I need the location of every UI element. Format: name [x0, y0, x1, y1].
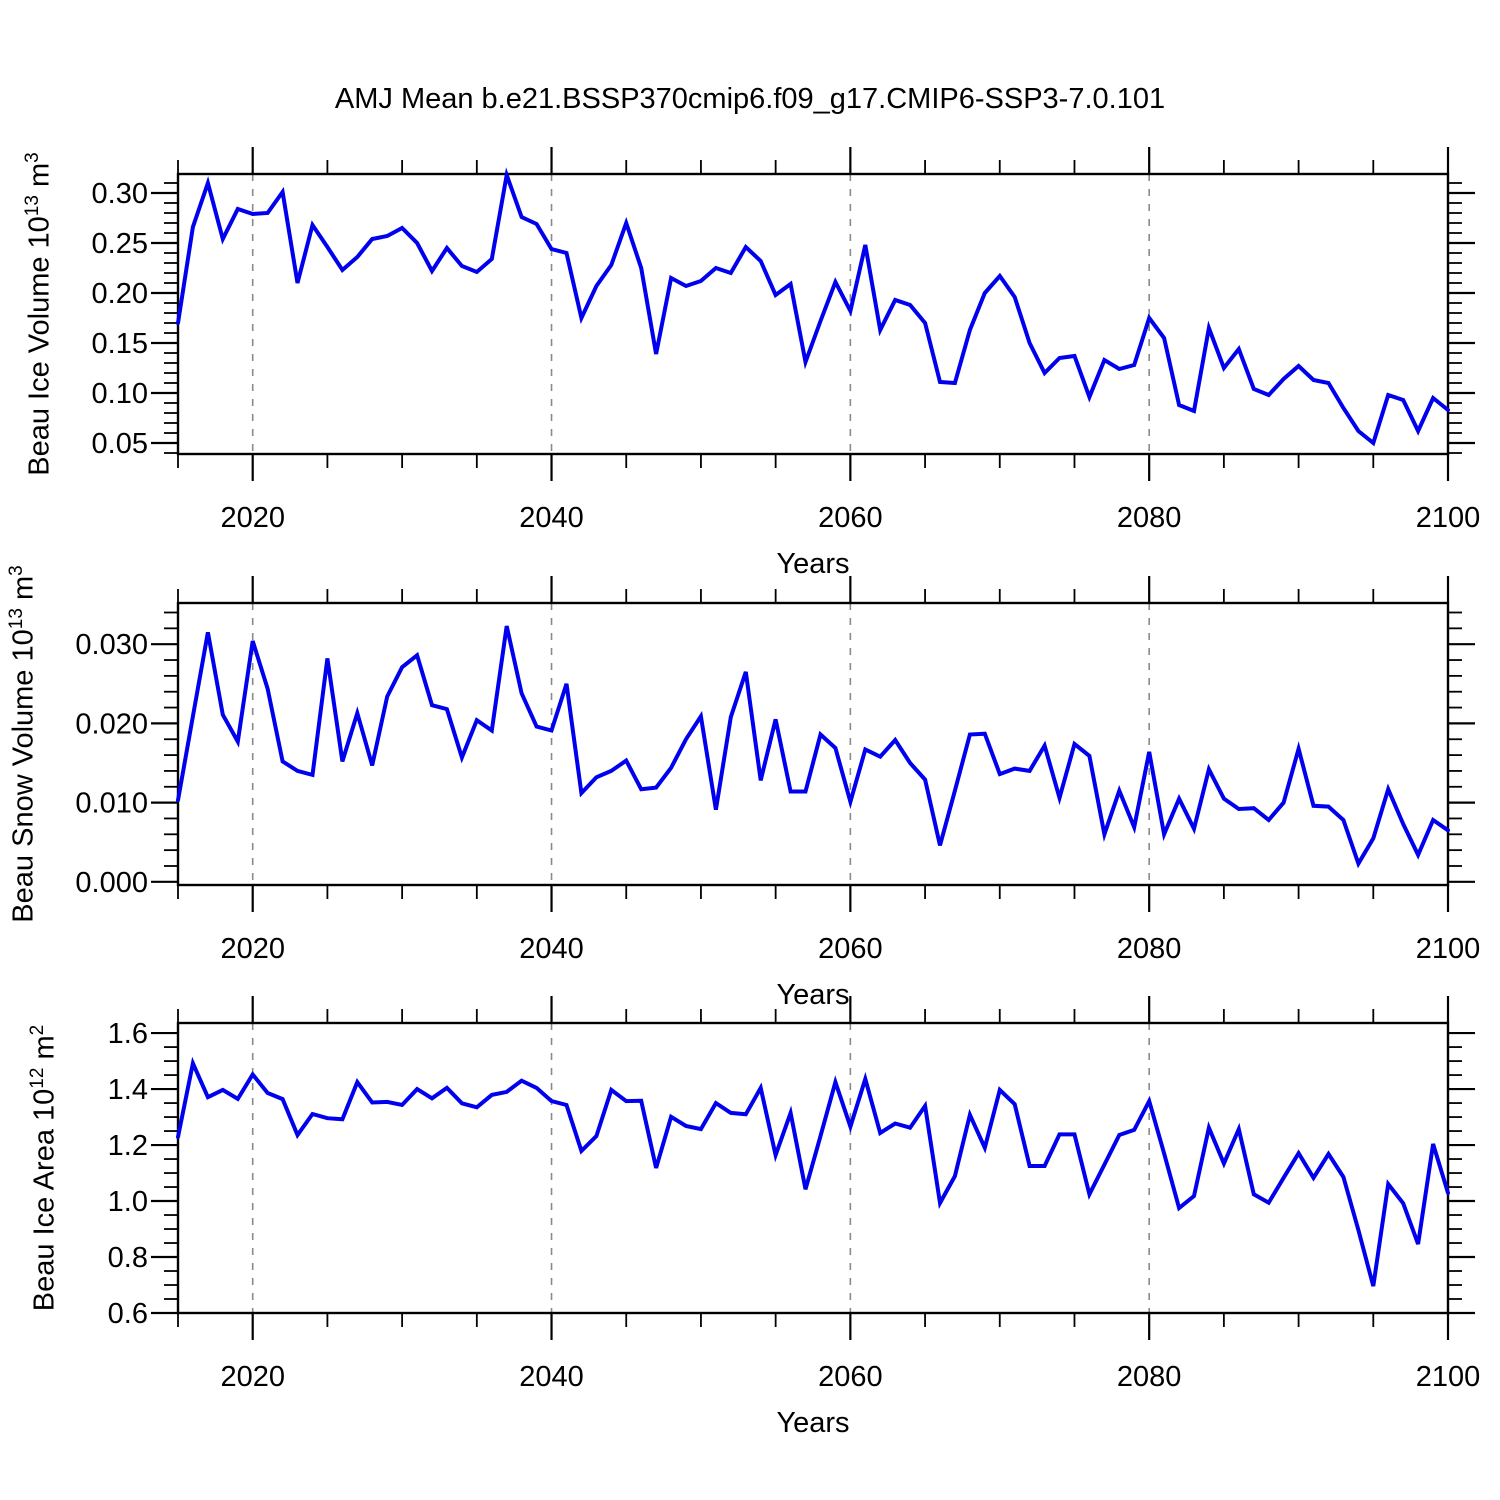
x-tick-label: 2080: [1117, 502, 1182, 534]
y-axis-title-unit-exponent: 3: [6, 565, 27, 576]
plot-title: AMJ Mean b.e21.BSSP370cmip6.f09_g17.CMIP…: [334, 83, 1166, 115]
y-tick-label: 0.020: [75, 708, 148, 740]
x-tick-label: 2060: [818, 1361, 883, 1393]
chart-ice-volume: 0.05 0.10 0.15 0.20 0.25 0.30 2020 2040 2060 2080…: [92, 147, 1481, 534]
y-axis-title-unit-exponent: 2: [27, 1024, 48, 1036]
y-axis-title-unit: m: [23, 162, 56, 196]
y-tick-label: 0.25: [92, 228, 148, 260]
data-line-ice-area: [176, 1056, 1450, 1287]
x-tick-label: 2040: [519, 1361, 584, 1393]
x-tick-label: 2080: [1117, 933, 1182, 965]
chart-snow-volume: 0.000 0.010 0.020 0.030 2020 2040 2060 2080 2100: [75, 576, 1480, 965]
y-tick-label: 1.0: [108, 1186, 148, 1218]
y-axis-title-text: Beau Ice Area 10: [28, 1088, 61, 1312]
y-tick-label: 0.000: [75, 867, 148, 899]
y-axis-title-exponent: 13: [6, 608, 27, 630]
x-tick-label: 2040: [519, 933, 584, 965]
y-axis-title-exponent: 13: [22, 195, 43, 217]
y-axis-title-unit-exponent: 3: [22, 152, 43, 163]
y-axis-title-exponent: 12: [27, 1067, 48, 1089]
x-axis-title-chart2: Years: [776, 979, 850, 1011]
chart-frame: [176, 172, 1450, 456]
data-line-snow-volume: [176, 625, 1450, 869]
x-axis-title-chart1: Years: [776, 548, 850, 580]
x-tick-label: 2100: [1416, 1361, 1481, 1393]
y-tick-label: 1.6: [108, 1018, 148, 1050]
x-tick-label: 2020: [220, 1361, 285, 1393]
x-tick-label: 2060: [818, 933, 883, 965]
x-tick-label: 2040: [519, 502, 584, 534]
y-tick-label: 0.20: [92, 278, 148, 310]
y-axis-title-unit: m: [28, 1035, 61, 1068]
y-tick-label: 1.2: [108, 1130, 148, 1162]
chart-ice-area: 0.6 0.8 1.0 1.2 1.4 1.6 2020 2040 2060 2080 2100: [108, 996, 1481, 1393]
x-tick-label: 2060: [818, 502, 883, 534]
y-tick-label: 0.010: [75, 788, 148, 820]
y-tick-label: 0.030: [75, 629, 148, 661]
y-tick-label: 0.10: [92, 378, 148, 410]
x-tick-label: 2020: [220, 502, 285, 534]
y-tick-label: 0.30: [92, 178, 148, 210]
x-tick-label: 2100: [1416, 933, 1481, 965]
y-tick-label: 0.05: [92, 428, 148, 460]
y-tick-label: 0.8: [108, 1242, 148, 1274]
y-tick-label: 0.15: [92, 328, 148, 360]
y-tick-label: 1.4: [108, 1074, 148, 1106]
y-axis-title-unit: m: [7, 575, 40, 609]
chart-frame: [176, 601, 1450, 887]
chart-frame: [176, 1021, 1450, 1315]
y-tick-label: 0.6: [108, 1298, 148, 1330]
x-tick-label: 2020: [220, 933, 285, 965]
x-tick-label: 2100: [1416, 502, 1481, 534]
x-tick-label: 2080: [1117, 1361, 1182, 1393]
x-axis-title-chart3: Years: [776, 1407, 850, 1439]
data-line-ice-volume: [176, 167, 1450, 447]
y-axis-title-ice-area: Beau Ice Area 1012 m2: [27, 858, 67, 1478]
